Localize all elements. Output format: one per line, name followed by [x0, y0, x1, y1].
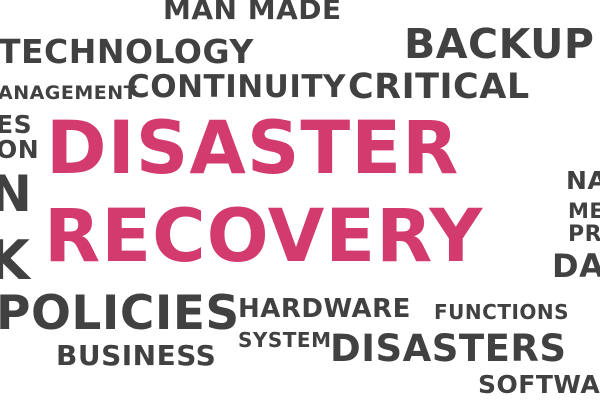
word-disaster: DISASTER — [46, 106, 460, 191]
word-recovery: RECOVERY — [44, 194, 484, 279]
word-hardware: HARDWARE — [238, 294, 411, 324]
word-disasters: DISASTERS — [330, 327, 567, 370]
word-man-made: MAN MADE — [163, 0, 342, 26]
word-pr: PR — [568, 222, 600, 247]
word-backup: BACKUP — [404, 20, 595, 68]
word-da: DA — [552, 247, 600, 285]
word-on: ON — [0, 135, 40, 164]
word-critical: CRITICAL — [348, 67, 530, 107]
word-functions: FUNCTIONS — [434, 300, 570, 324]
word-management: ANAGEMENT — [0, 82, 138, 104]
word-policies: POLICIES — [0, 286, 240, 341]
word-softwa: SOFTWA — [478, 370, 600, 399]
word-me: ME — [568, 199, 600, 223]
word-continuity: CONTINUITY — [127, 69, 346, 105]
word-na: NA — [566, 166, 600, 195]
word-n: N — [0, 165, 33, 223]
word-es: ES — [0, 110, 33, 139]
word-business: BUSINESS — [56, 339, 217, 372]
word-technology: TECHNOLOGY — [0, 32, 254, 71]
word-k: K — [0, 229, 31, 292]
word-system: SYSTEM — [238, 328, 332, 352]
